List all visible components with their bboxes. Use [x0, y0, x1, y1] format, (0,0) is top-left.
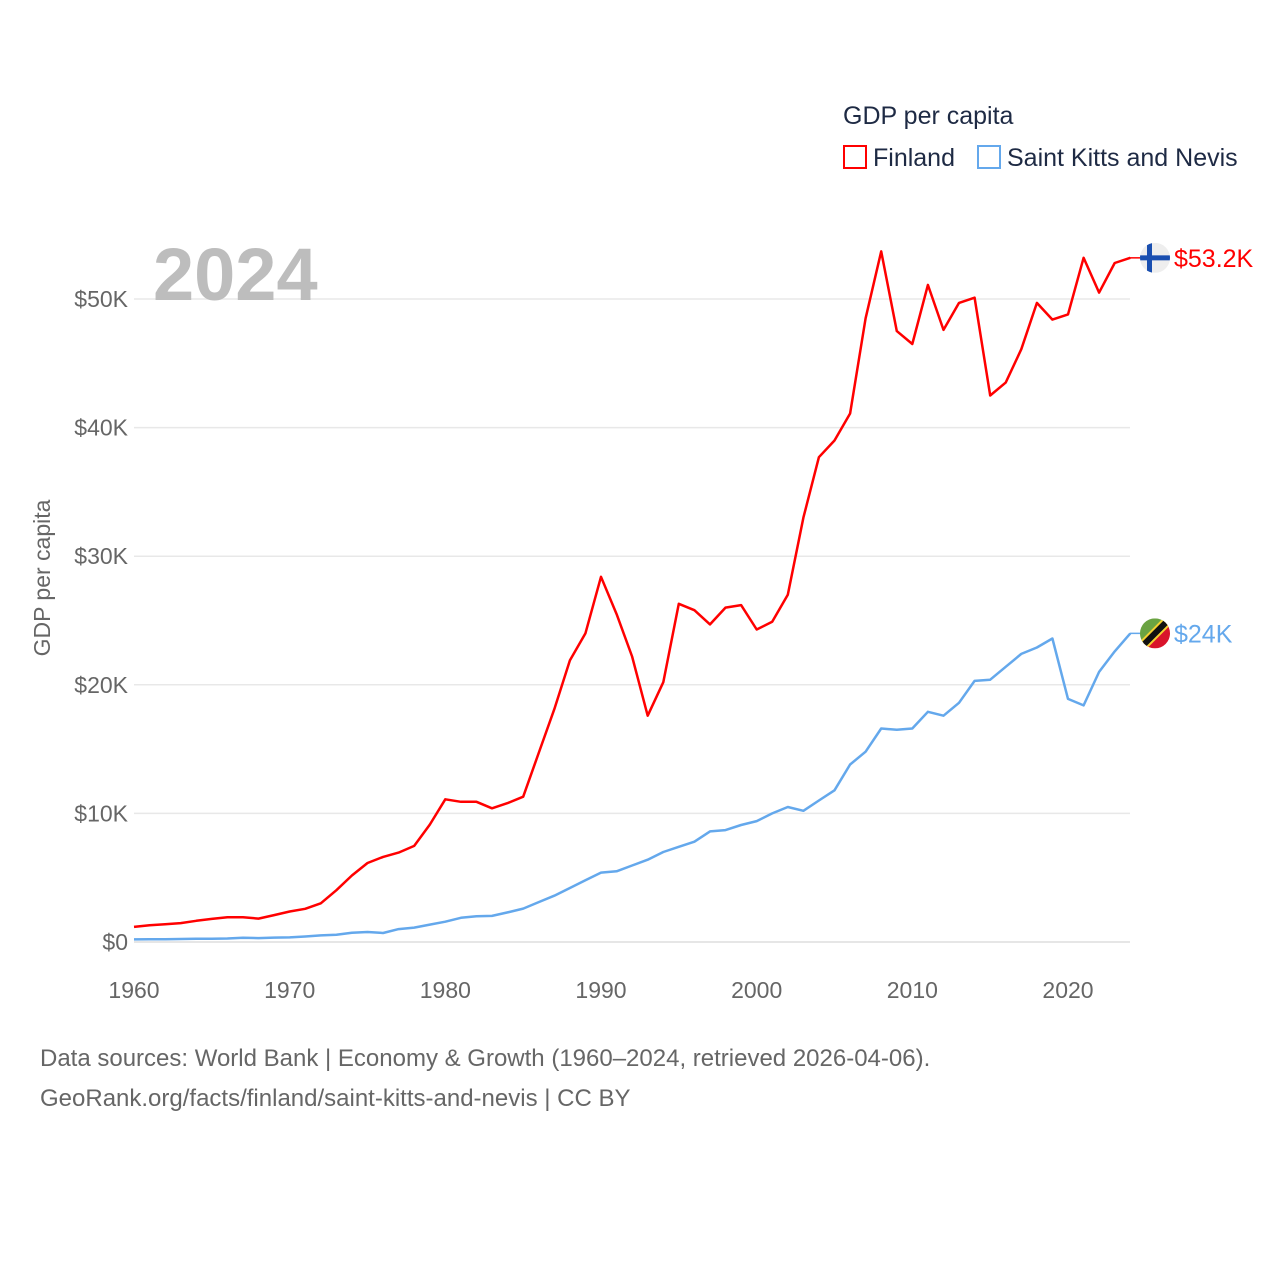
x-tick-label: 1980: [420, 977, 471, 1003]
footer-link[interactable]: GeoRank.org/facts/finland/saint-kitts-an…: [40, 1085, 631, 1112]
y-tick-label: $50K: [74, 286, 128, 312]
saint-kitts-and-nevis-flag-icon: [1140, 618, 1170, 649]
y-axis-title: GDP per capita: [29, 499, 55, 656]
y-tick-label: $0: [102, 929, 128, 955]
x-tick-label: 1990: [575, 977, 626, 1003]
y-tick-label: $40K: [74, 415, 128, 441]
series-line-saint-kitts: [133, 632, 1132, 941]
x-tick-label: 2010: [887, 977, 938, 1003]
series-line-finland: [133, 250, 1131, 929]
end-labels: $53.2K $24K: [1130, 242, 1254, 649]
y-tick-label: $20K: [74, 672, 128, 698]
x-tick-label: 1970: [264, 977, 315, 1003]
gridlines: [134, 298, 1130, 943]
footer-sources: Data sources: World Bank | Economy & Gro…: [40, 1045, 931, 1072]
x-axis: 1960 1970 1980 1990 2000 2010 2020: [108, 977, 1093, 1003]
end-value-label: $24K: [1174, 620, 1233, 648]
y-tick-label: $30K: [74, 543, 128, 569]
legend-title: GDP per capita: [843, 102, 1014, 130]
series-lines: [133, 250, 1132, 941]
x-tick-label: 1960: [108, 977, 159, 1003]
legend-label-finland[interactable]: Finland: [873, 144, 955, 172]
finland-flag-icon: [1140, 242, 1170, 273]
legend-swatch-finland: [843, 145, 867, 169]
y-axis: $0 $10K $20K $30K $40K $50K: [74, 286, 128, 955]
legend-label-saint-kitts[interactable]: Saint Kitts and Nevis: [1007, 144, 1238, 172]
y-tick-label: $10K: [74, 800, 128, 826]
legend: GDP per capita Finland Saint Kitts and N…: [843, 102, 1238, 172]
year-label: 2024: [153, 233, 318, 316]
end-value-label: $53.2K: [1174, 245, 1254, 273]
x-tick-label: 2000: [731, 977, 782, 1003]
legend-swatch-saint-kitts: [977, 145, 1001, 169]
x-tick-label: 2020: [1042, 977, 1093, 1003]
